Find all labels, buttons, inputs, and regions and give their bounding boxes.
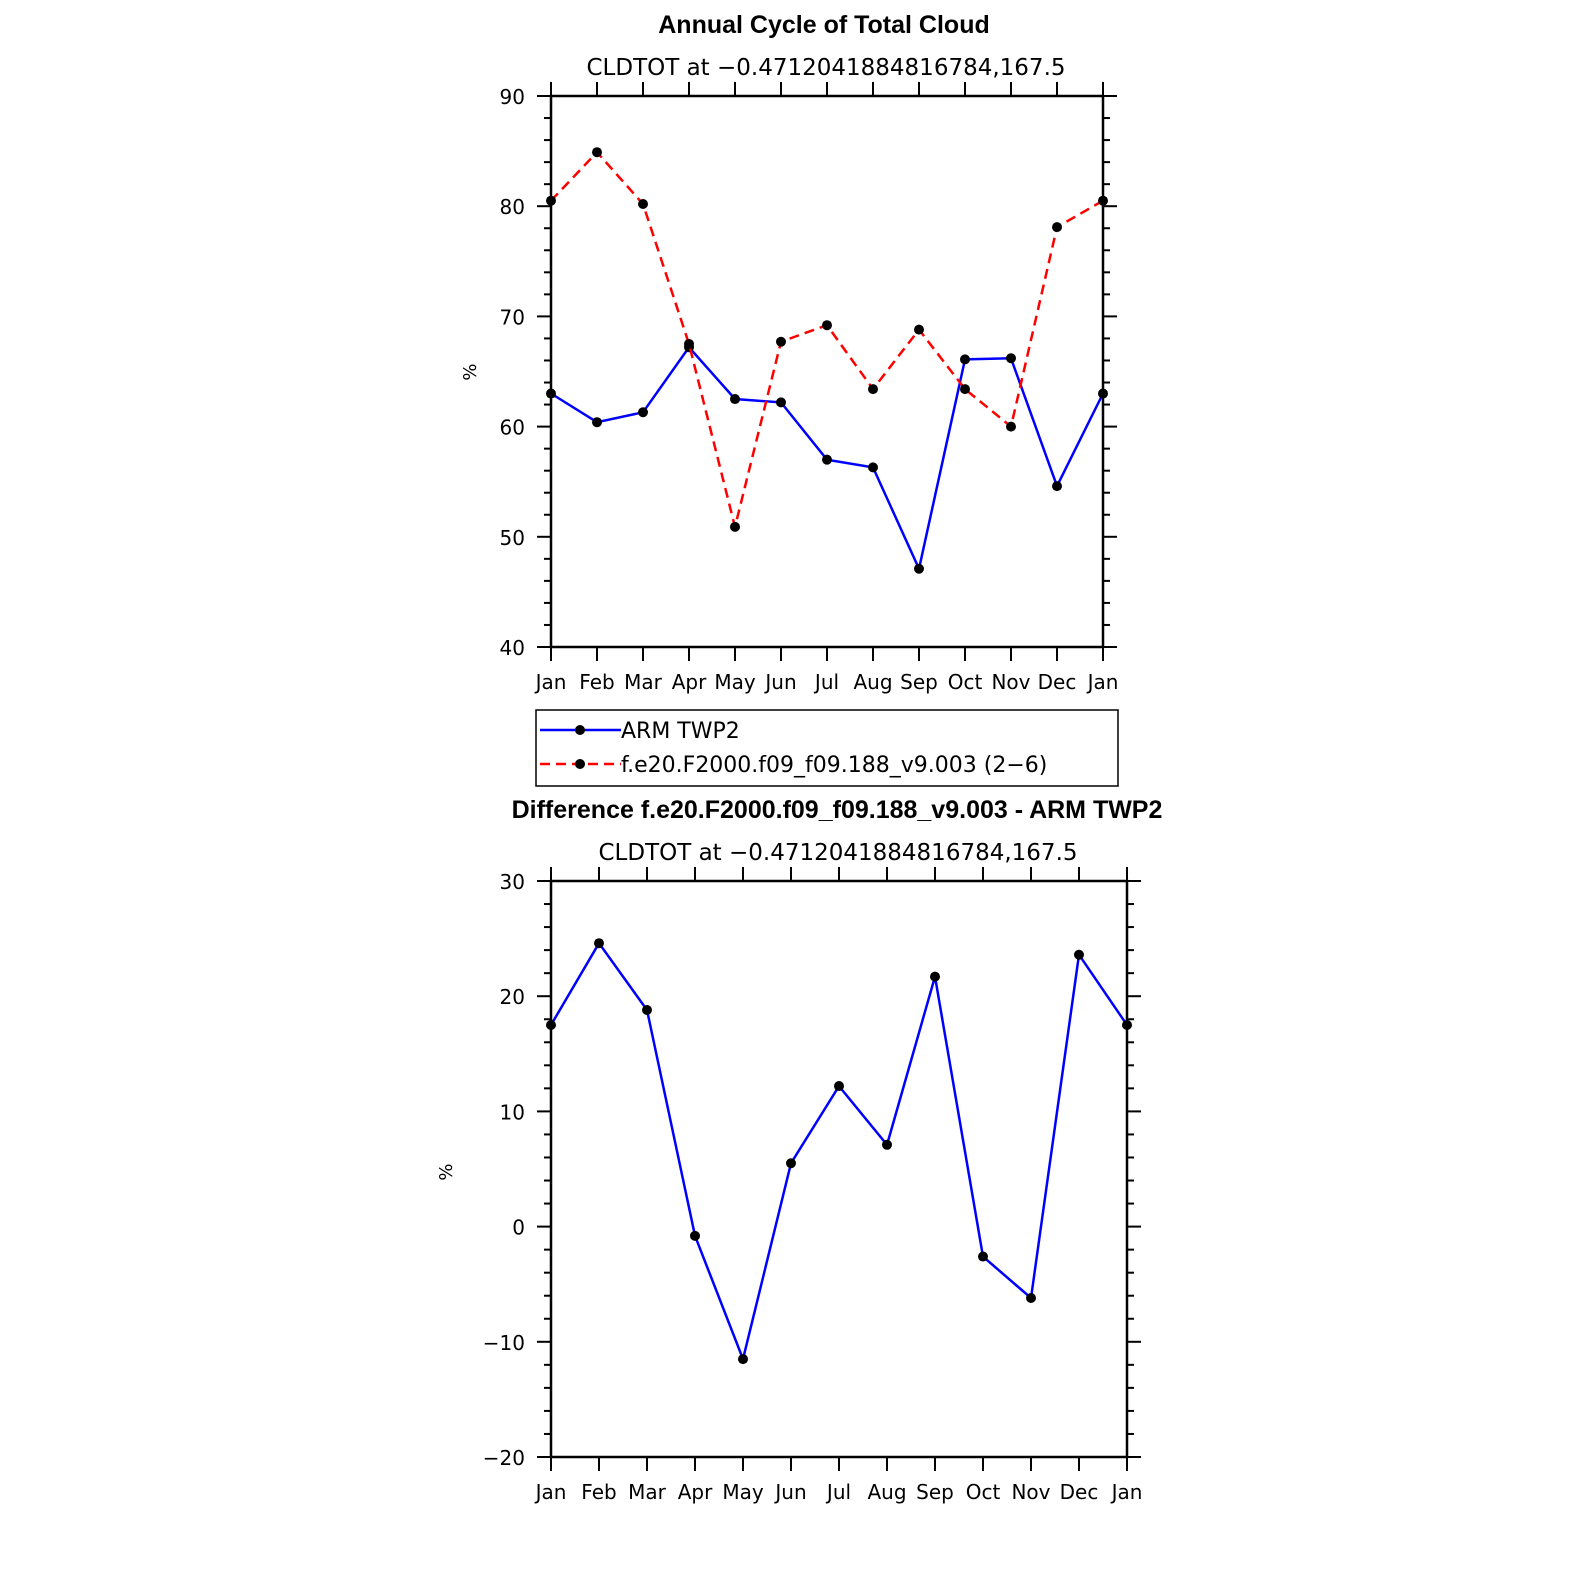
legend-box (535, 709, 1119, 787)
data-point-1 (592, 147, 602, 158)
y-tick-label: 40 (500, 636, 525, 660)
x-tick-label: Oct (948, 670, 983, 694)
chart2-subtitle: CLDTOT at −0.4712041884816784,167.5 (598, 840, 1077, 866)
data-point-0 (868, 462, 878, 473)
legend-entry-arm-twp2: ARM TWP2 (540, 719, 740, 744)
x-tick-label: Mar (624, 670, 663, 694)
x-tick-label: Nov (1011, 1480, 1050, 1504)
x-tick-label: May (722, 1480, 764, 1504)
data-point-0 (978, 1251, 988, 1262)
x-tick-label: Oct (966, 1480, 1001, 1504)
chart1-subtitle: CLDTOT at −0.4712041884816784,167.5 (586, 55, 1065, 81)
data-point-0 (1052, 481, 1062, 492)
series-line-1 (550, 150, 1104, 528)
data-point-0 (786, 1158, 796, 1169)
data-point-0 (822, 454, 832, 465)
annual-cycle-chart: Annual Cycle of Total Cloud CLDTOT at −0… (460, 11, 1118, 694)
data-point-0 (834, 1081, 844, 1092)
y-tick-label: 30 (500, 870, 525, 894)
x-tick-label: Jan (534, 1480, 567, 1504)
chart1-plot-area: 40 50 60 70 80 90 Jan Feb Mar Apr May Jun Jul Aug Sep O… (500, 82, 1119, 694)
y-tick-label: 80 (500, 195, 525, 219)
data-point-0 (642, 1005, 652, 1016)
x-tick-label: Jan (1086, 670, 1119, 694)
y-tick-label: 0 (512, 1216, 525, 1240)
series-line-0 (549, 940, 1129, 1364)
x-tick-label: Jul (825, 1480, 851, 1504)
y-tick-label: 70 (500, 305, 525, 329)
data-point-0 (638, 407, 648, 418)
data-point-0 (546, 388, 556, 399)
x-tick-label: Apr (678, 1480, 713, 1504)
x-tick-label: Jan (1110, 1480, 1143, 1504)
x-tick-label: Jan (534, 670, 567, 694)
legend-marker-model (575, 759, 585, 769)
data-point-0 (730, 394, 740, 405)
x-tick-label: Jun (773, 1480, 806, 1504)
chart1-legend: ARM TWP2 f.e20.F2000.f09_f09.188_v9.003 … (535, 709, 1119, 787)
data-point-0 (1122, 1020, 1132, 1030)
chart2-ylabel: % (436, 1163, 457, 1180)
x-tick-label: Dec (1060, 1480, 1099, 1504)
y-tick-label: −10 (483, 1331, 525, 1355)
data-point-0 (594, 938, 604, 949)
data-point-1 (914, 324, 924, 335)
y-tick-label: 10 (500, 1100, 525, 1124)
data-point-0 (690, 1230, 700, 1241)
data-point-0 (914, 563, 924, 574)
y-tick-label: 20 (500, 985, 525, 1009)
data-point-1 (638, 198, 648, 209)
x-tick-label: Feb (581, 1480, 616, 1504)
data-point-0 (592, 417, 602, 428)
x-tick-label: Sep (900, 670, 938, 694)
x-tick-label: Nov (991, 670, 1030, 694)
data-point-0 (882, 1139, 892, 1150)
plot-frame (549, 879, 1129, 1459)
data-point-1 (684, 338, 694, 349)
data-point-1 (1006, 421, 1016, 432)
x-tick-label: Aug (867, 1480, 906, 1504)
x-tick-label: Apr (672, 670, 707, 694)
plot-frame (549, 94, 1105, 649)
data-point-1 (730, 521, 740, 532)
y-tick-label: −20 (483, 1446, 525, 1470)
data-point-1 (1052, 222, 1062, 233)
data-point-0 (776, 397, 786, 408)
data-point-1 (822, 320, 832, 331)
data-point-1 (960, 384, 970, 395)
data-point-1 (1098, 195, 1108, 206)
x-tick-label: May (714, 670, 756, 694)
y-tick-label: 50 (500, 526, 525, 550)
chart1-ylabel: % (460, 363, 481, 380)
chart2-title: Difference f.e20.F2000.f09_f09.188_v9.00… (512, 796, 1163, 824)
data-point-0 (546, 1020, 556, 1030)
y-tick-label: 60 (500, 416, 525, 440)
data-point-0 (1074, 949, 1084, 960)
legend-entry-model: f.e20.F2000.f09_f09.188_v9.003 (2−6) (540, 753, 1047, 778)
chart1-title: Annual Cycle of Total Cloud (658, 11, 989, 39)
x-tick-label: Dec (1038, 670, 1077, 694)
legend-label-model: f.e20.F2000.f09_f09.188_v9.003 (2−6) (621, 753, 1047, 778)
data-point-0 (1026, 1293, 1036, 1304)
x-tick-label: Jul (813, 670, 839, 694)
x-tick-label: Mar (628, 1480, 667, 1504)
x-tick-label: Feb (579, 670, 614, 694)
data-point-1 (868, 384, 878, 395)
data-point-1 (776, 336, 786, 347)
data-point-1 (546, 195, 556, 206)
data-point-0 (930, 971, 940, 982)
difference-chart: Difference f.e20.F2000.f09_f09.188_v9.00… (436, 796, 1162, 1504)
y-tick-label: 90 (500, 85, 525, 109)
data-point-0 (960, 354, 970, 365)
data-point-0 (1098, 388, 1108, 399)
data-point-0 (738, 1354, 748, 1365)
legend-label-arm-twp2: ARM TWP2 (621, 719, 740, 744)
legend-marker-arm-twp2 (575, 725, 585, 735)
data-point-0 (1006, 353, 1016, 364)
x-tick-label: Jun (763, 670, 796, 694)
x-tick-label: Aug (853, 670, 892, 694)
x-tick-label: Sep (916, 1480, 954, 1504)
chart2-plot-area: −20 −10 0 10 20 30 Jan Feb Mar Apr May Jun Jul Aug Sep… (483, 867, 1143, 1504)
